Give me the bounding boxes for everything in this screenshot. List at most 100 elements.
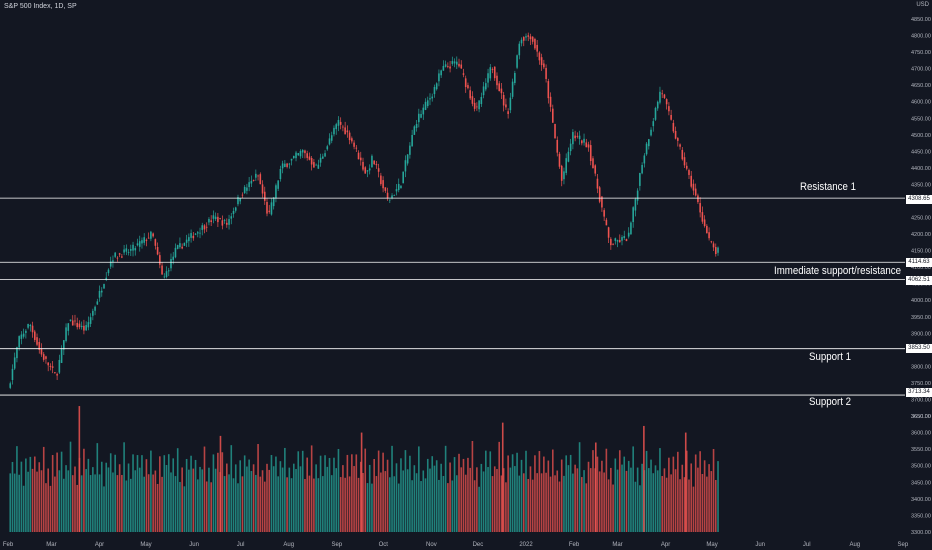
volume-bar	[415, 473, 418, 532]
volume-bar	[505, 482, 507, 532]
volume-bar	[268, 469, 271, 532]
volume-bar	[538, 451, 541, 532]
candle-body	[310, 157, 313, 165]
candle-body	[342, 126, 344, 128]
candle-body	[25, 330, 27, 333]
volume-bar	[558, 481, 561, 532]
candle-body	[491, 69, 494, 71]
volume-bar	[306, 457, 308, 532]
volume-bar	[607, 479, 610, 532]
candle-body	[221, 220, 224, 226]
candle-body	[478, 100, 480, 110]
x-tick-label: Aug	[283, 542, 294, 548]
x-tick-label: Aug	[849, 542, 860, 548]
volume-bar	[531, 479, 534, 532]
candle-body	[107, 269, 110, 274]
candle-body	[326, 146, 329, 150]
volume-bar	[478, 486, 480, 532]
volume-bar	[362, 472, 364, 532]
volume-bar	[304, 479, 306, 532]
candle-body	[67, 323, 70, 331]
volume-bar	[65, 465, 67, 532]
volume-bar	[299, 466, 302, 532]
candle-body	[237, 197, 239, 205]
candle-body	[672, 122, 675, 132]
candle-body	[395, 189, 398, 192]
candle-body	[645, 143, 648, 155]
volume-bar	[554, 475, 556, 532]
candle-body	[531, 36, 534, 42]
candle-body	[400, 185, 402, 189]
volume-spike-bar	[594, 442, 597, 532]
x-tick-label: Apr	[95, 542, 104, 548]
volume-bar	[105, 462, 108, 532]
symbol-title: S&P 500 Index, 1D, SP	[4, 3, 77, 10]
candle-body	[80, 325, 83, 328]
x-tick-label: Jun	[189, 542, 199, 548]
volume-bar	[58, 470, 61, 532]
volume-bar	[330, 475, 333, 532]
volume-bar	[348, 476, 351, 532]
candle-body	[471, 96, 474, 104]
volume-bar	[89, 475, 92, 532]
volume-tick-label: 3500.00	[911, 464, 931, 470]
volume-bar	[587, 461, 590, 532]
price-tick-label: 3800.00	[911, 364, 931, 370]
immediate-support-annotation: Immediate support/resistance	[774, 265, 901, 277]
candle-body	[656, 101, 659, 109]
price-tick-label: 4700.00	[911, 67, 931, 73]
candle-body	[554, 123, 556, 139]
x-tick-label: Oct	[379, 542, 389, 548]
candle-body	[458, 63, 460, 67]
candle-body	[614, 238, 617, 241]
candle-body	[201, 225, 204, 230]
candle-body	[522, 37, 525, 41]
candle-body	[639, 173, 641, 186]
volume-bar	[38, 462, 41, 532]
candle-body	[114, 252, 116, 257]
volume-bar	[107, 467, 110, 532]
candle-body	[328, 138, 331, 145]
volume-bar	[319, 455, 322, 532]
candle-body	[371, 155, 373, 168]
volume-bar	[391, 445, 393, 532]
volume-bar	[145, 459, 148, 532]
volume-bar	[498, 441, 501, 532]
candle-body	[355, 147, 358, 149]
volume-bar	[174, 476, 177, 532]
volume-bar	[47, 468, 49, 532]
candle-body	[324, 153, 326, 157]
candle-body	[536, 44, 538, 52]
candle-body	[397, 183, 400, 191]
candle-body	[308, 156, 311, 160]
candle-body	[516, 55, 518, 68]
candle-body	[13, 357, 16, 369]
volume-bar	[51, 455, 54, 532]
volume-tick-label: 3400.00	[911, 497, 931, 503]
candle-body	[56, 374, 58, 376]
candle-body	[699, 203, 701, 213]
volume-bar	[634, 481, 637, 532]
volume-bar	[277, 476, 279, 532]
volume-bar	[136, 455, 139, 532]
candle-body	[643, 155, 646, 164]
volume-bar	[313, 478, 315, 532]
candle-body	[380, 175, 382, 185]
volume-bar	[496, 469, 498, 532]
candle-body	[226, 222, 228, 225]
volume-bar	[630, 467, 632, 532]
candle-body	[288, 163, 291, 165]
volume-bar	[326, 466, 329, 532]
candle-body	[632, 207, 634, 223]
volume-bar	[625, 470, 628, 532]
volume-bar	[685, 450, 688, 532]
candle-body	[123, 249, 125, 253]
volume-bar	[109, 453, 112, 532]
volume-bar	[263, 481, 266, 532]
candle-body	[485, 83, 487, 90]
candle-body	[489, 67, 492, 79]
volume-bar	[692, 486, 695, 532]
candle-body	[281, 163, 284, 169]
volume-bar	[618, 450, 621, 532]
